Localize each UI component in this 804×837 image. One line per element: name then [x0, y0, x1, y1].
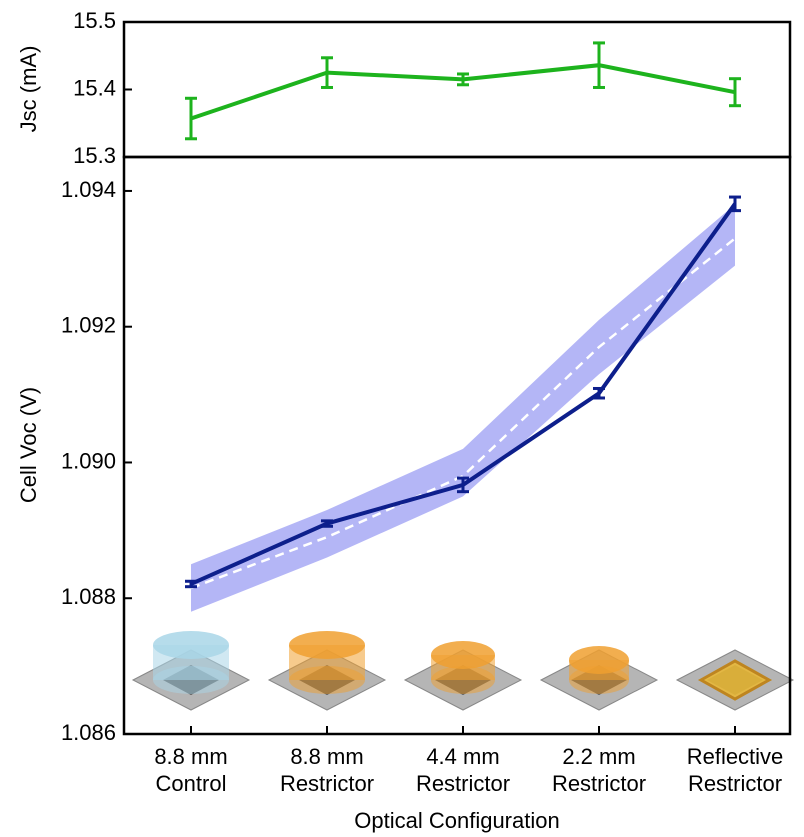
confidence-band	[191, 204, 735, 612]
plot-frame	[122, 155, 792, 736]
x-tick-label: Restrictor	[688, 771, 782, 796]
error-bar	[729, 195, 741, 213]
error-bar	[457, 476, 469, 494]
device-optic-top	[289, 631, 365, 659]
error-bar	[321, 519, 333, 528]
device-optic-base	[431, 666, 495, 694]
error-bar	[185, 96, 197, 141]
x-tick-label: Restrictor	[280, 771, 374, 796]
error-bar	[321, 56, 333, 89]
y-tick-label: 1.092	[61, 313, 116, 338]
error-bar	[457, 72, 469, 87]
x-tick-label: 8.8 mm	[290, 744, 363, 769]
y-tick-label: 15.5	[73, 8, 116, 33]
y-tick-label: 1.088	[61, 584, 116, 609]
y-tick-label: 15.4	[73, 75, 116, 100]
data-line	[190, 202, 737, 586]
device-optic-base	[153, 666, 229, 694]
plot-frame	[122, 20, 792, 159]
x-tick-label: 2.2 mm	[562, 744, 635, 769]
x-tick-label: 4.4 mm	[426, 744, 499, 769]
device-optic-base	[289, 666, 365, 694]
error-bar	[185, 579, 197, 589]
y-tick-label: 1.090	[61, 448, 116, 473]
device-optic-top	[153, 631, 229, 659]
y-axis-label: Cell Voc (V)	[16, 387, 41, 503]
y-tick-label: 1.094	[61, 177, 116, 202]
error-bar	[593, 41, 605, 89]
y-tick-label: 15.3	[73, 143, 116, 168]
device-reflector	[697, 659, 773, 701]
y-tick-label: 1.086	[61, 720, 116, 745]
device-optic-top	[431, 641, 495, 669]
x-tick-label: 8.8 mm	[154, 744, 227, 769]
device-optic-top	[569, 646, 629, 674]
x-tick-label: Restrictor	[416, 771, 510, 796]
y-axis-label: Jsc (mA)	[16, 46, 41, 133]
x-axis-label: Optical Configuration	[354, 808, 559, 833]
x-tick-label: Control	[156, 771, 227, 796]
x-tick-label: Restrictor	[552, 771, 646, 796]
error-bar	[729, 77, 741, 108]
error-bar	[593, 386, 605, 400]
fit-line	[190, 237, 736, 590]
x-tick-label: Reflective	[687, 744, 784, 769]
device-optic-base	[569, 666, 629, 694]
